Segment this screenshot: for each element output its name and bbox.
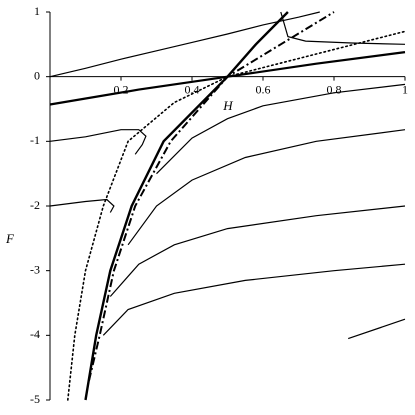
y-tick-label: -4 [30,327,40,341]
curve [348,318,406,340]
curve [49,11,320,78]
y-axis-label: F [5,231,15,246]
y-tick-label: -1 [30,133,40,147]
x-tick-label: 1 [402,82,408,96]
curve [49,198,115,213]
curve [49,129,147,155]
curve [280,11,406,45]
curve [102,263,406,336]
curve [109,205,406,297]
curve [84,11,289,401]
x-axis-label: H [222,98,233,113]
y-tick-label: 1 [34,4,40,18]
y-tick-label: -3 [30,262,40,276]
x-tick-label: 0.6 [256,82,271,96]
curve [67,30,406,401]
y-tick-label: -2 [30,198,40,212]
y-tick-label: 0 [34,68,40,82]
curve [156,83,406,175]
curve [127,129,406,246]
y-tick-label: -5 [30,392,40,406]
